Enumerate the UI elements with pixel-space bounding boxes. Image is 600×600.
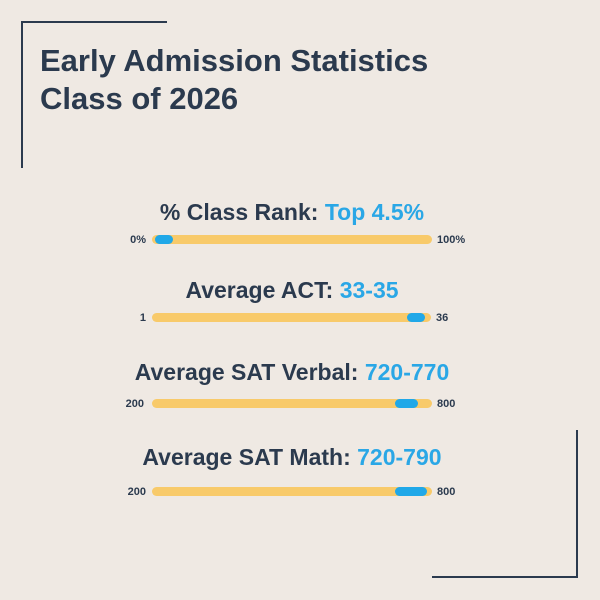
stat-label: Average ACT: (185, 277, 340, 303)
stat-act-heading: Average ACT: 33-35 (0, 276, 584, 304)
range-bar-track (152, 399, 432, 408)
axis-max-label: 36 (436, 312, 449, 324)
range-bar-track (152, 235, 432, 244)
axis-min-label: 0% (130, 234, 146, 246)
stat-value: 720-790 (357, 444, 442, 470)
stat-value: 33-35 (339, 277, 399, 303)
axis-max-label: 100% (437, 234, 466, 246)
axis-max-label: 800 (437, 398, 456, 410)
axis-min-label: 1 (139, 312, 146, 324)
axis-min-label: 200 (125, 398, 144, 410)
stat-label: Average SAT Math: (142, 444, 358, 470)
stat-value: 720-770 (364, 359, 450, 385)
stat-sat-verbal-heading: Average SAT Verbal: 720-770 (0, 358, 584, 386)
range-bar-fill (394, 487, 428, 496)
stat-label: Average SAT Verbal: (134, 359, 365, 385)
frame-corner-bottom-right (432, 430, 578, 578)
stat-sat-math-heading: Average SAT Math: 720-790 (0, 443, 584, 471)
title-line-2: Class of 2026 (40, 81, 239, 116)
stat-class-rank-heading: % Class Rank: Top 4.5% (0, 198, 584, 226)
stat-value: Top 4.5% (324, 199, 425, 225)
axis-max-label: 800 (437, 486, 456, 498)
range-bar-fill (394, 399, 418, 408)
range-bar-track (152, 487, 432, 496)
range-bar-track (152, 313, 431, 322)
page-title: Early Admission Statistics Class of 2026 (40, 42, 428, 118)
title-line-1: Early Admission Statistics (40, 43, 429, 78)
axis-min-label: 200 (127, 486, 146, 498)
frame-corner-top-left (21, 21, 167, 168)
range-bar-fill (154, 235, 173, 244)
range-bar-fill (407, 313, 426, 322)
stat-label: % Class Rank: (159, 199, 325, 225)
